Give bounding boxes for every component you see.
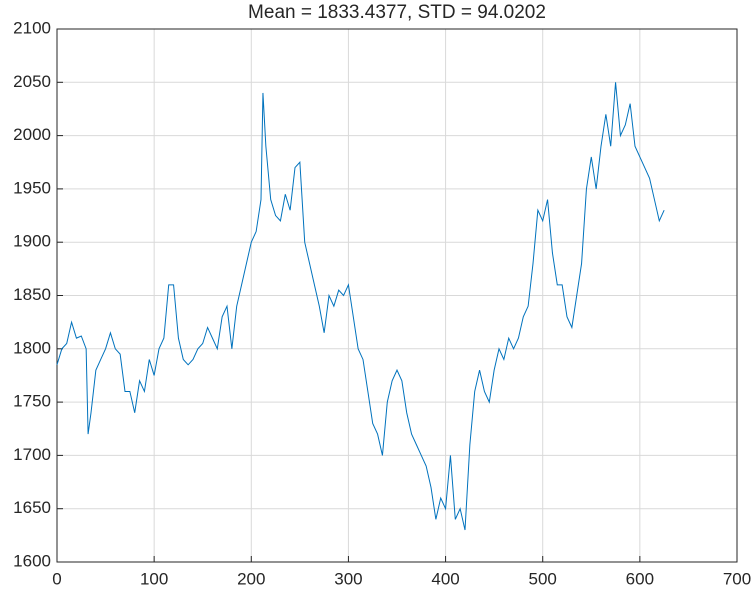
axes-box [56,28,738,563]
y-tick-label: 1700 [13,445,51,464]
y-tick-label: 2000 [13,125,51,144]
x-tick-label: 600 [626,569,654,588]
y-tick-label: 1750 [13,392,51,411]
y-tick-label: 1950 [13,178,51,197]
y-tick-label: 1900 [13,232,51,251]
y-tick-label: 1650 [13,498,51,517]
y-tick-label: 1600 [13,551,51,570]
x-tick-label: 500 [529,569,557,588]
chart-title: Mean = 1833.4377, STD = 94.0202 [248,2,546,23]
y-tick-label: 1800 [13,338,51,357]
x-tick-label: 400 [431,569,459,588]
data-line [56,82,665,531]
y-tick-label: 2050 [13,72,51,91]
y-tick-label: 1850 [13,285,51,304]
x-tick-label: 700 [723,569,751,588]
x-tick-label: 100 [140,569,168,588]
x-tick-label: 0 [52,569,61,588]
x-tick-label: 300 [334,569,362,588]
y-tick-label: 2100 [13,18,51,37]
x-tick-label: 200 [237,569,265,588]
